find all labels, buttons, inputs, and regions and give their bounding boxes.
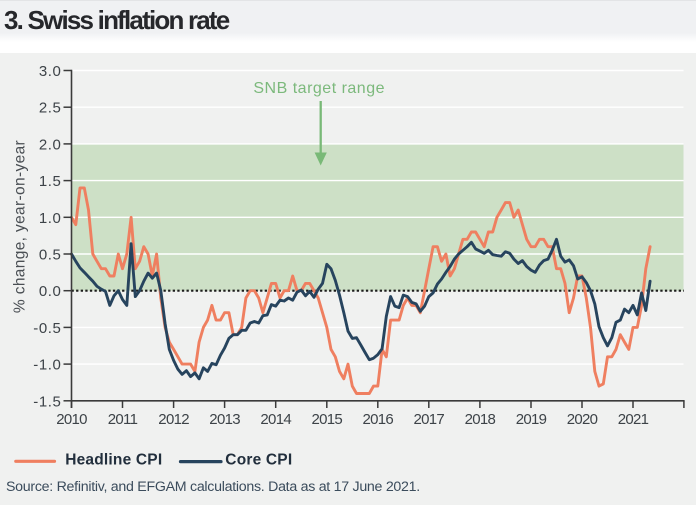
svg-text:2021: 2021 bbox=[618, 411, 649, 428]
svg-text:-1.5: -1.5 bbox=[33, 393, 61, 410]
svg-text:2.0: 2.0 bbox=[39, 136, 62, 153]
svg-text:2016: 2016 bbox=[363, 411, 394, 428]
svg-text:3. Swiss inflation rate: 3. Swiss inflation rate bbox=[4, 5, 230, 35]
svg-text:2015: 2015 bbox=[312, 411, 343, 428]
svg-text:0.0: 0.0 bbox=[39, 283, 62, 300]
svg-text:3.0: 3.0 bbox=[39, 63, 62, 80]
svg-text:2.5: 2.5 bbox=[39, 100, 62, 117]
svg-text:1.5: 1.5 bbox=[39, 173, 62, 190]
svg-text:2014: 2014 bbox=[260, 411, 291, 428]
svg-text:1.0: 1.0 bbox=[39, 210, 62, 227]
svg-text:0.5: 0.5 bbox=[39, 247, 62, 264]
svg-text:2010: 2010 bbox=[56, 411, 87, 428]
svg-text:% change, year-on-year: % change, year-on-year bbox=[12, 140, 29, 313]
svg-text:2017: 2017 bbox=[414, 411, 445, 428]
svg-text:2011: 2011 bbox=[108, 411, 138, 428]
svg-text:2013: 2013 bbox=[209, 411, 240, 428]
svg-text:2012: 2012 bbox=[158, 411, 189, 428]
svg-text:-1.0: -1.0 bbox=[33, 357, 61, 374]
svg-text:Core CPI: Core CPI bbox=[225, 452, 292, 469]
svg-text:Headline CPI: Headline CPI bbox=[65, 452, 162, 469]
svg-text:Source: Refinitiv, and EFGAM c: Source: Refinitiv, and EFGAM calculation… bbox=[6, 479, 420, 495]
svg-text:2018: 2018 bbox=[465, 411, 496, 428]
svg-text:2019: 2019 bbox=[516, 411, 547, 428]
svg-text:2020: 2020 bbox=[567, 411, 598, 428]
svg-text:SNB target range: SNB target range bbox=[253, 80, 385, 97]
svg-text:-0.5: -0.5 bbox=[33, 320, 61, 337]
